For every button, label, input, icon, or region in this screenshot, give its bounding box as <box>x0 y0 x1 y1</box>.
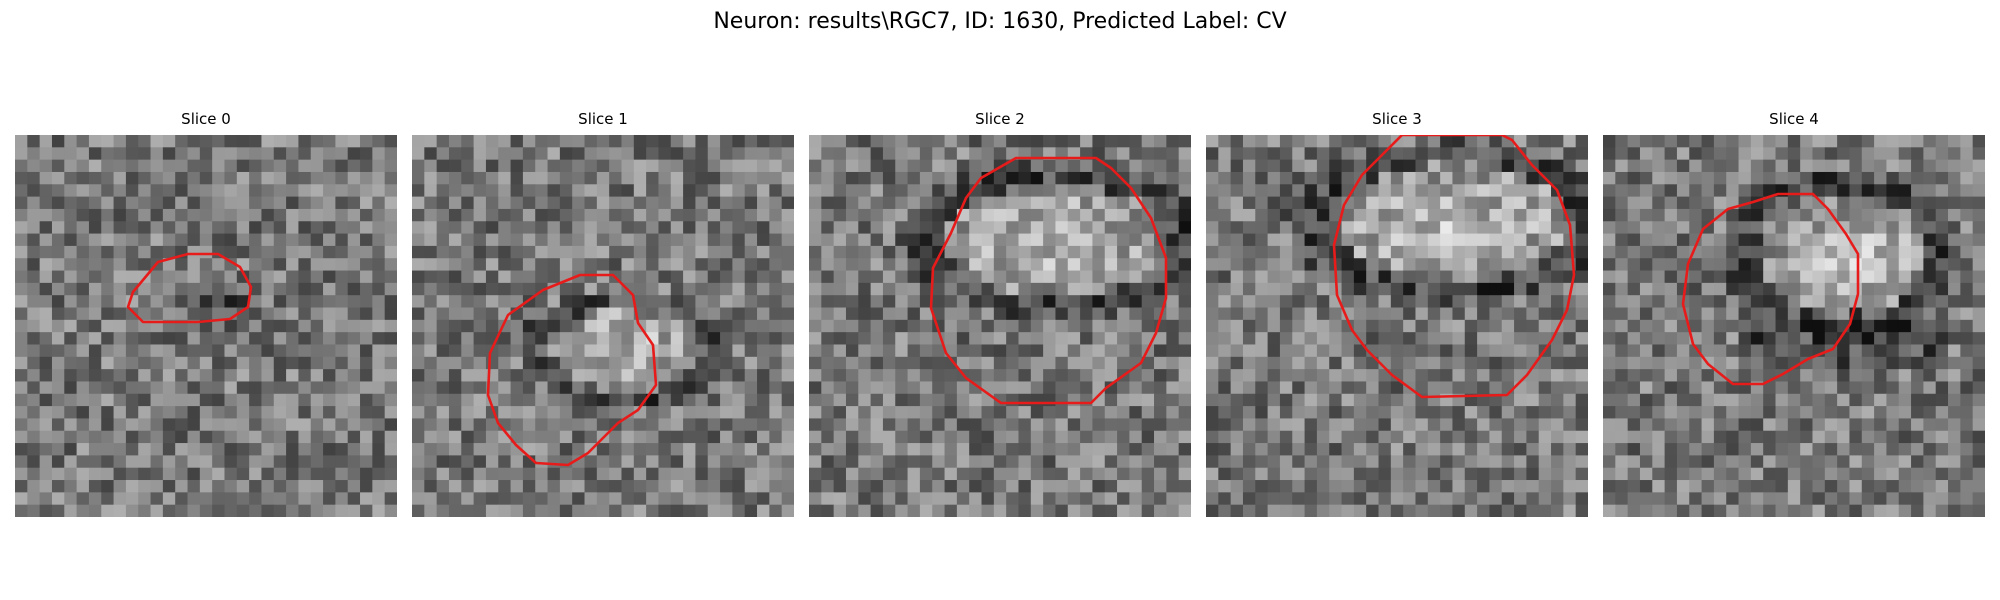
pixel-grid <box>809 135 1191 517</box>
slice-4-title: Slice 4 <box>1769 110 1819 128</box>
slice-0-title: Slice 0 <box>181 110 231 128</box>
slice-1-image <box>412 135 794 517</box>
slice-0-image <box>15 135 397 517</box>
pixel-grid <box>1603 135 1985 517</box>
slice-2-image <box>809 135 1191 517</box>
slice-2-title: Slice 2 <box>975 110 1025 128</box>
pixel-grid <box>15 135 397 517</box>
slice-3-title: Slice 3 <box>1372 110 1422 128</box>
slice-2-contour <box>929 156 1168 405</box>
slice-panel-3: Slice 3 <box>1206 106 1588 517</box>
pixel-grid <box>412 135 794 517</box>
slice-1-title: Slice 1 <box>578 110 628 128</box>
slice-panel-0: Slice 0 <box>15 106 397 517</box>
slice-panel-1: Slice 1 <box>412 106 794 517</box>
slice-1-contour <box>486 273 658 467</box>
slice-3-image <box>1206 135 1588 517</box>
slice-4-image <box>1603 135 1985 517</box>
figure-title: Neuron: results\RGC7, ID: 1630, Predicte… <box>713 9 1287 34</box>
slice-panel-2: Slice 2 <box>809 106 1191 517</box>
slice-0-contour <box>126 252 253 324</box>
pixel-grid <box>1206 135 1588 517</box>
slice-panel-4: Slice 4 <box>1603 106 1985 517</box>
slice-4-contour <box>1681 192 1860 386</box>
slice-3-contour <box>1332 135 1576 399</box>
